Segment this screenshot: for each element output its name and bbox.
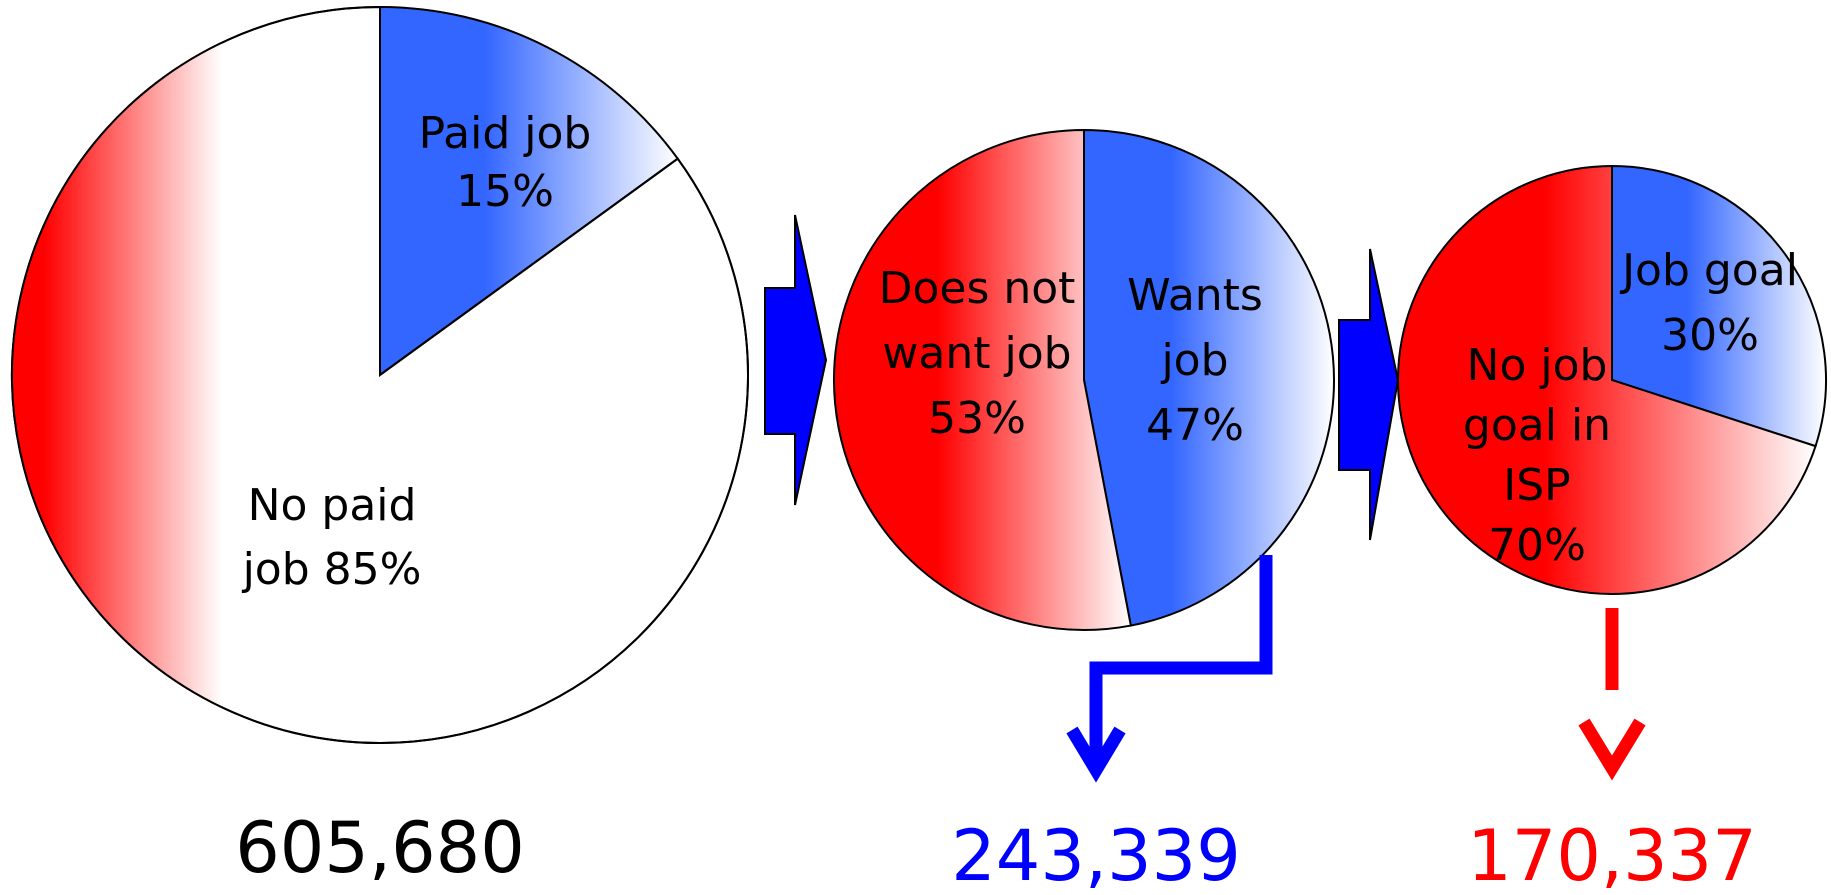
slice-no-job-goal xyxy=(1397,164,1817,595)
slice-no-job-goal-label: ISP xyxy=(1503,460,1570,511)
slice-paid-job-label: 15% xyxy=(456,166,554,217)
slice-job-goal xyxy=(1611,164,1827,448)
slice-wants-job-label: 47% xyxy=(1146,400,1244,451)
slice-no-paid-job-label: job 85% xyxy=(242,544,422,595)
slice-job-goal-label: Job goal xyxy=(1619,245,1798,296)
slice-wants-job xyxy=(1083,128,1335,627)
slice-does-not-want-job-label: 53% xyxy=(928,393,1026,444)
slice-does-not-want-job-label: want job xyxy=(882,328,1071,379)
slice-paid-job-label: Paid job xyxy=(419,108,592,159)
slice-no-paid-job-label: No paid xyxy=(248,480,417,531)
total-count-all: 605,680 xyxy=(235,807,524,889)
slice-labels: Paid job 15% No paid job 85% Wants job 47% Does… xyxy=(242,108,1798,595)
slice-does-not-want-job xyxy=(833,128,1133,631)
flow-arrow-1 xyxy=(764,214,828,506)
total-count-no-job-goal: 170,337 xyxy=(1467,815,1756,891)
total-count-wants-job: 243,339 xyxy=(951,815,1240,891)
slice-no-job-goal-label: 70% xyxy=(1488,520,1586,571)
slice-no-job-goal-label: No job xyxy=(1467,340,1608,391)
blue-elbow-arrow xyxy=(1066,555,1273,783)
slice-paid-job xyxy=(379,5,680,377)
flow-arrow-2 xyxy=(1338,248,1400,541)
red-down-arrow xyxy=(1578,608,1646,781)
slice-wants-job-label: job xyxy=(1160,335,1228,386)
slice-wants-job-label: Wants xyxy=(1127,270,1263,321)
slice-no-job-goal-label: goal in xyxy=(1463,400,1611,451)
slice-no-paid-job-outline xyxy=(11,5,749,744)
slice-does-not-want-job-label: Does not xyxy=(879,263,1076,314)
slice-job-goal-label: 30% xyxy=(1661,310,1759,361)
